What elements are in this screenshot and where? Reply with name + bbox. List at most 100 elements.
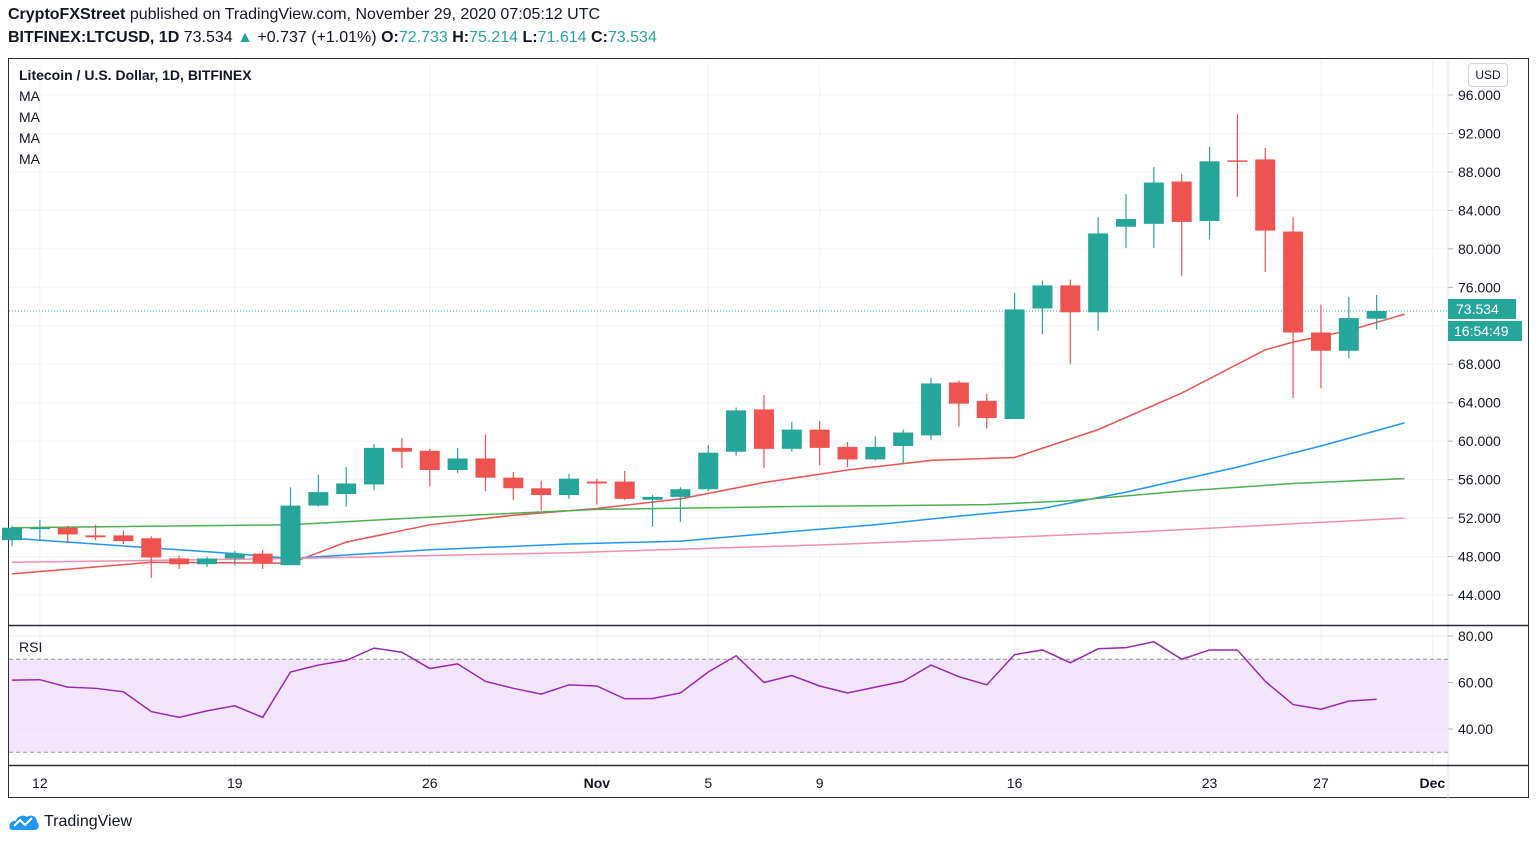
candle	[726, 407, 747, 456]
published-text: published on TradingView.com, November 2…	[129, 6, 601, 23]
candle	[893, 429, 914, 465]
candle-body	[586, 481, 607, 484]
candle	[614, 470, 635, 500]
candle	[419, 448, 440, 487]
ma-line-4	[11, 517, 1405, 564]
ma-line-1	[11, 313, 1405, 575]
candle	[336, 467, 357, 507]
candle	[1338, 296, 1359, 359]
candle	[1171, 173, 1192, 276]
candle-body	[169, 558, 190, 565]
candle-body	[614, 481, 635, 499]
candle	[698, 445, 719, 492]
candle-body	[976, 400, 997, 419]
y-tick-label: 88.000	[1458, 164, 1501, 180]
tradingview-logo-icon	[9, 815, 39, 830]
candle-body	[85, 535, 106, 538]
candle-body	[698, 452, 719, 490]
candle	[308, 474, 329, 507]
candle	[1116, 194, 1136, 248]
low-label: L:	[522, 29, 538, 46]
countdown-tag: 16:54:49	[1448, 321, 1522, 341]
price-change: +0.737 (+1.01%)	[257, 29, 377, 46]
rsi-line	[11, 641, 1377, 719]
tradingview-brand[interactable]: TradingView	[8, 812, 132, 832]
y-tick-label: 44.000	[1458, 587, 1501, 603]
candle-body	[1255, 159, 1276, 231]
y-tick-label: 68.000	[1458, 356, 1501, 372]
candle-body	[1004, 309, 1025, 420]
last-price-tag: 73.534	[1448, 299, 1516, 319]
ma-legend-1[interactable]: MA	[19, 88, 40, 104]
candle-body	[1060, 285, 1081, 313]
x-tick-label: 16	[1007, 775, 1023, 791]
ma-legend-3[interactable]: MA	[19, 130, 40, 146]
y-tick-label: 84.000	[1458, 202, 1501, 218]
rsi-y-tick-label: 40.00	[1458, 721, 1493, 737]
y-tick-label: 48.000	[1458, 549, 1501, 565]
candle	[364, 444, 385, 491]
candle	[1032, 280, 1053, 335]
rsi-band	[9, 659, 1448, 753]
y-tick-label: 52.000	[1458, 510, 1501, 526]
chart-frame	[8, 58, 1529, 798]
close-value: 73.534	[607, 29, 657, 46]
x-tick-label: Nov	[584, 775, 611, 791]
close-label: C:	[591, 29, 608, 46]
candle	[252, 549, 273, 570]
candle	[29, 520, 50, 542]
candle-body	[948, 382, 969, 404]
candle-body	[642, 496, 663, 500]
candle-body	[559, 478, 579, 495]
candle-body	[141, 538, 162, 558]
ma-legend-2[interactable]: MA	[19, 109, 40, 125]
candle-body	[2, 527, 22, 541]
candle	[865, 436, 886, 461]
candle	[1310, 304, 1331, 389]
candle-body	[364, 447, 385, 485]
y-tick-label: 76.000	[1458, 279, 1501, 295]
y-tick-label: 64.000	[1458, 395, 1501, 411]
candle-body	[391, 447, 412, 452]
candle-body	[1143, 182, 1164, 224]
candle	[475, 434, 496, 492]
rsi-legend[interactable]: RSI	[19, 639, 43, 655]
candle	[196, 556, 217, 568]
x-tick-label: 23	[1202, 775, 1218, 791]
candle-body	[1171, 181, 1192, 222]
ma-legend-4[interactable]: MA	[19, 151, 40, 167]
candle-body	[29, 527, 50, 530]
candle	[57, 525, 78, 544]
x-tick-label: Dec	[1420, 775, 1446, 791]
candle-body	[419, 450, 440, 470]
candle	[837, 442, 858, 468]
y-tick-label: 96.000	[1458, 87, 1501, 103]
y-tick-label: 92.000	[1458, 125, 1501, 141]
candle-body	[921, 383, 942, 436]
high-label: H:	[452, 29, 470, 46]
candle-body	[865, 446, 886, 460]
candle	[531, 480, 552, 511]
publish-info: CryptoFXStreet published on TradingView.…	[8, 6, 600, 24]
candle-body	[837, 446, 858, 460]
currency-badge[interactable]: USD	[1468, 63, 1508, 87]
candle-body	[224, 553, 245, 559]
candle-body	[1032, 285, 1053, 309]
candle-body	[308, 492, 329, 506]
candle	[391, 438, 412, 469]
last-price: 73.534	[183, 29, 233, 46]
open-label: O:	[381, 29, 399, 46]
candle	[921, 377, 942, 441]
candle	[113, 530, 134, 545]
publisher-name[interactable]: CryptoFXStreet	[8, 6, 126, 23]
candle-body	[252, 553, 273, 564]
y-tick-label: 80.000	[1458, 241, 1501, 257]
y-tick-label: 56.000	[1458, 472, 1501, 488]
low-value: 71.614	[537, 29, 587, 46]
candle-body	[1310, 332, 1331, 351]
candle	[809, 420, 830, 466]
candle-body	[531, 488, 552, 495]
candle-body	[1283, 231, 1304, 333]
triangle-up-icon: ▲	[237, 29, 253, 46]
